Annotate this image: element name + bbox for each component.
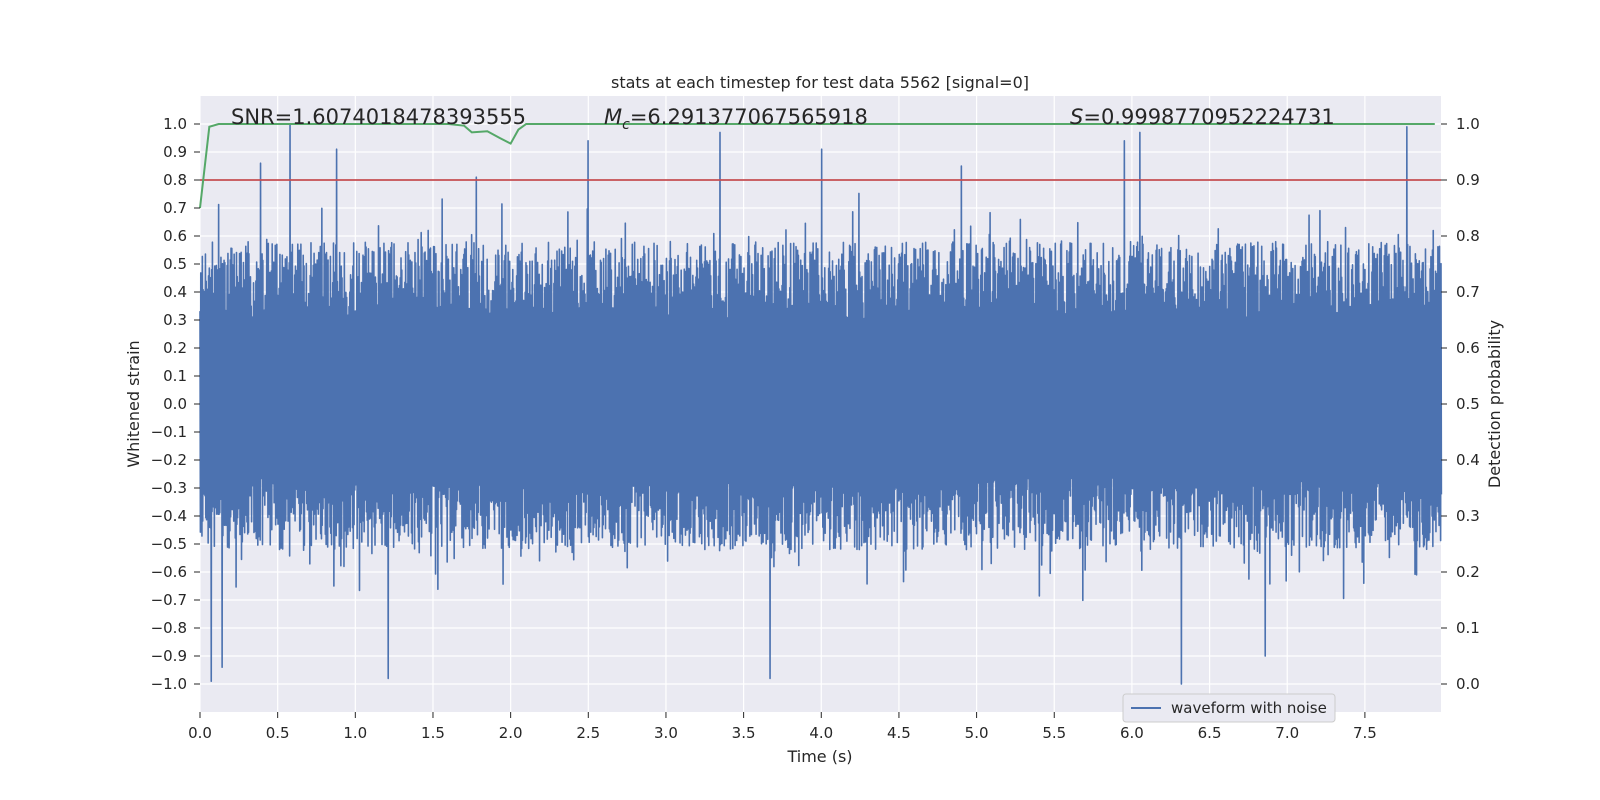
x-tick-label: 4.5 — [887, 724, 911, 742]
x-tick-label: 6.0 — [1120, 724, 1144, 742]
legend: waveform with noise — [1122, 693, 1336, 723]
y-tick-label: 0.5 — [163, 255, 187, 273]
chirp-mass-subscript: c — [622, 117, 630, 133]
x-tick-label: 1.0 — [343, 724, 367, 742]
y2-tick-label: 0.4 — [1456, 451, 1480, 469]
x-tick-label: 2.0 — [499, 724, 523, 742]
x-tick-label: 0.5 — [266, 724, 290, 742]
y2-tick-label: 0.8 — [1456, 227, 1480, 245]
y2-tick-label: 0.5 — [1456, 395, 1480, 413]
x-axis-label: Time (s) — [786, 747, 852, 766]
y-tick-label: 0.9 — [163, 143, 187, 161]
y2-tick-label: 0.0 — [1456, 675, 1480, 693]
y-tick-label: −0.1 — [151, 423, 187, 441]
y-tick-label: −0.7 — [151, 591, 187, 609]
y-axis-label: Whitened strain — [124, 340, 143, 467]
y-tick-label: −0.3 — [151, 479, 187, 497]
y2-tick-label: 0.6 — [1456, 339, 1480, 357]
s-symbol: S — [1070, 105, 1083, 129]
y2-tick-label: 1.0 — [1456, 115, 1480, 133]
s-value: =0.9998770952224731 — [1083, 105, 1334, 129]
y-tick-label: 0.7 — [163, 199, 187, 217]
x-tick-label: 4.0 — [809, 724, 833, 742]
chirp-mass-annotation: Mc=6.291377067565918 — [604, 105, 868, 133]
ticks: 0.0 0.5 1.0 1.5 2.0 2.5 3.0 3.5 4.0 4.5 5.0 5.5 6.0 6… — [151, 115, 1480, 742]
y-tick-label: −0.6 — [151, 563, 187, 581]
waveform-series — [199, 123, 1443, 685]
s-annotation: S=0.9998770952224731 — [1070, 105, 1335, 129]
y-tick-label: 0.6 — [163, 227, 187, 245]
chart-title: stats at each timestep for test data 556… — [611, 73, 1029, 92]
y-tick-label: 0.3 — [163, 311, 187, 329]
y2-tick-label: 0.9 — [1456, 171, 1480, 189]
y-tick-label: 1.0 — [163, 115, 187, 133]
y2-axis-label: Detection probability — [1485, 320, 1504, 488]
y-tick-label: 0.0 — [163, 395, 187, 413]
legend-box — [1122, 693, 1336, 723]
x-tick-label: 5.0 — [965, 724, 989, 742]
y-tick-label: −1.0 — [151, 675, 187, 693]
y-tick-label: 0.2 — [163, 339, 187, 357]
x-tick-label: 7.0 — [1275, 724, 1299, 742]
y-tick-label: 0.4 — [163, 283, 187, 301]
y2-tick-label: 0.2 — [1456, 563, 1480, 581]
y-tick-label: −0.5 — [151, 535, 187, 553]
chirp-mass-symbol: M — [604, 105, 622, 129]
y2-tick-label: 0.7 — [1456, 283, 1480, 301]
x-tick-label: 0.0 — [188, 724, 212, 742]
y2-tick-label: 0.1 — [1456, 619, 1480, 637]
x-tick-label: 6.5 — [1198, 724, 1222, 742]
waveform-line — [199, 123, 1443, 685]
y-tick-label: −0.4 — [151, 507, 187, 525]
x-tick-label: 3.5 — [732, 724, 756, 742]
x-tick-label: 7.5 — [1353, 724, 1377, 742]
y-tick-label: 0.8 — [163, 171, 187, 189]
legend-label: waveform with noise — [1171, 699, 1327, 717]
y-tick-label: −0.9 — [151, 647, 187, 665]
chirp-mass-value: =6.291377067565918 — [630, 105, 868, 129]
y-tick-label: −0.2 — [151, 451, 187, 469]
y-tick-label: −0.8 — [151, 619, 187, 637]
snr-annotation: SNR=1.6074018478393555 — [231, 105, 526, 129]
x-tick-label: 2.5 — [576, 724, 600, 742]
x-tick-label: 5.5 — [1042, 724, 1066, 742]
overlay-series — [199, 123, 1441, 209]
x-tick-label: 1.5 — [421, 724, 445, 742]
y2-tick-label: 0.3 — [1456, 507, 1480, 525]
x-tick-label: 3.0 — [654, 724, 678, 742]
detection-probability-line — [199, 123, 1435, 209]
y-tick-label: 0.1 — [163, 367, 187, 385]
